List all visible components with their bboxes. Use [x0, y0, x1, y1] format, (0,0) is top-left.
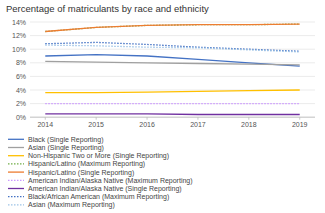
series-line — [45, 42, 299, 51]
legend-swatch — [8, 155, 24, 156]
title: Percentage of matriculants by race and e… — [6, 3, 209, 14]
legend-label: Non-Hispanic Two or More (Single Reporti… — [28, 152, 169, 160]
legend-swatch — [8, 188, 24, 189]
legend-label: American Indian/Alaska Native (Single Re… — [28, 185, 182, 193]
y-tick-label: 6% — [16, 73, 26, 80]
grid-line — [30, 76, 315, 77]
x-tick-label: 2015 — [88, 121, 104, 128]
x-tick-label: 2019 — [292, 121, 308, 128]
legend: Black (Single Reporting)Asian (Single Re… — [8, 136, 193, 210]
x-tick-label: 2014 — [37, 121, 53, 128]
x-tick — [45, 117, 46, 120]
legend-swatch — [8, 180, 24, 181]
y-tick-label: 8% — [16, 59, 26, 66]
x-tick-label: 2017 — [190, 121, 206, 128]
legend-swatch — [8, 147, 24, 148]
legend-label: Hispanic/Latino (Single Reporting) — [28, 169, 134, 177]
legend-swatch — [8, 196, 24, 197]
x-axis-line — [30, 117, 315, 118]
legend-swatch — [8, 204, 24, 205]
grid-line — [30, 117, 315, 118]
x-tick-label: 2016 — [139, 121, 155, 128]
series-line — [45, 45, 299, 52]
y-tick-label: 12% — [12, 32, 26, 39]
series-line — [45, 61, 299, 64]
grid-line — [30, 22, 315, 23]
series-line — [45, 103, 299, 104]
series-line — [45, 24, 299, 31]
y-tick-label: 14% — [12, 19, 26, 26]
x-tick-label: 2018 — [241, 121, 257, 128]
x-tick — [147, 117, 148, 120]
legend-label: Hispanic/Latino (Maximum Reporting) — [28, 160, 145, 168]
legend-label: Asian (Single Reporting) — [28, 144, 104, 152]
grid-line — [30, 49, 315, 50]
y-tick-label: 2% — [16, 100, 26, 107]
x-tick — [248, 117, 249, 120]
series-line — [45, 24, 299, 31]
legend-label: Black/African American (Maximum Reportin… — [28, 193, 169, 201]
x-tick — [197, 117, 198, 120]
legend-swatch — [8, 171, 24, 172]
chart: Percentage of matriculants by race and e… — [0, 0, 325, 213]
series-line — [45, 113, 299, 115]
legend-label: American Indian/Alaska Native (Maximum R… — [28, 177, 193, 185]
plot-area — [45, 24, 299, 114]
series-line — [45, 55, 299, 67]
grid-line — [30, 103, 315, 104]
x-tick — [299, 117, 300, 120]
legend-label: Black (Single Reporting) — [28, 136, 103, 144]
legend-swatch — [8, 139, 24, 140]
series-line — [45, 90, 299, 93]
y-tick-label: 4% — [16, 87, 26, 94]
legend-swatch — [8, 163, 24, 164]
y-tick-label: 0% — [16, 114, 26, 121]
grid-line — [30, 35, 315, 36]
x-tick — [96, 117, 97, 120]
y-tick-label: 10% — [12, 46, 26, 53]
legend-label: Asian (Maximum Reporting) — [28, 201, 115, 209]
